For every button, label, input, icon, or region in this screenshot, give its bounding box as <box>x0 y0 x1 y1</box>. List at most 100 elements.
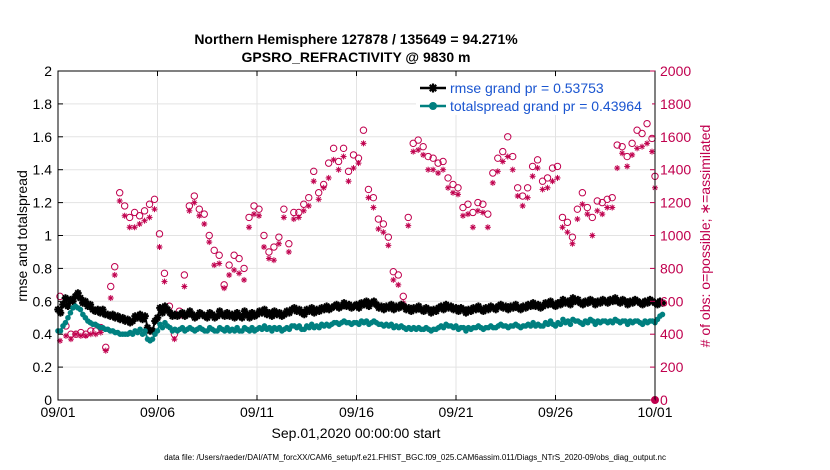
legend-rmse-label: rmse grand pr = 0.53753 <box>450 80 604 96</box>
obs-possible-point <box>643 119 651 128</box>
asterisk-stroke <box>196 213 202 219</box>
asterisk-stroke <box>520 203 526 209</box>
obs-assimilated-point <box>151 206 158 213</box>
asterisk-stroke <box>159 309 166 317</box>
x-axis-label: Sep.01,2020 00:00:00 start <box>272 425 441 441</box>
obs-possible-point <box>399 292 407 301</box>
obs-possible-point <box>245 213 253 222</box>
obs-assimilated-point <box>310 178 317 185</box>
asterisk-stroke <box>221 285 227 291</box>
asterisk-stroke <box>341 154 347 160</box>
asterisk-stroke <box>78 333 84 339</box>
asterisk-stroke <box>356 160 361 166</box>
asterisk-stroke <box>62 294 69 302</box>
asterisk-stroke <box>136 311 144 318</box>
asterisk-stroke <box>450 190 456 196</box>
obs-assimilated-point <box>375 225 382 232</box>
obs-assimilated-point <box>335 166 342 173</box>
obs-assimilated-point <box>569 240 576 247</box>
asterisk-stroke <box>512 301 520 308</box>
asterisk-stroke <box>191 200 197 206</box>
asterisk-stroke <box>594 208 600 214</box>
obs-assimilated-point <box>236 270 243 277</box>
obs-possible-point <box>419 142 427 151</box>
asterisk-stroke <box>574 216 580 222</box>
asterisk-stroke <box>211 262 217 268</box>
obs-assimilated-point <box>275 240 282 247</box>
asterisk-stroke <box>373 301 380 308</box>
y-right-tick-label: 1600 <box>660 129 691 145</box>
obs-assimilated-point <box>584 211 591 218</box>
obs-assimilated-point <box>459 212 466 219</box>
obs-assimilated-point <box>410 148 417 155</box>
asterisk-stroke <box>251 211 257 217</box>
asterisk-stroke <box>530 173 536 179</box>
asterisk-stroke <box>57 309 64 317</box>
obs-possible-point <box>210 246 218 255</box>
obs-possible-point <box>285 240 293 248</box>
obs-possible-point <box>504 133 512 141</box>
asterisk-stroke <box>470 224 476 230</box>
asterisk-stroke <box>81 297 89 305</box>
asterisk-stroke <box>385 242 391 248</box>
obs-assimilated-point <box>265 255 272 262</box>
rmse-point <box>238 313 246 322</box>
obs-assimilated-point <box>599 211 606 218</box>
obs-possible-point <box>150 195 159 204</box>
obs-assimilated-point <box>280 214 287 221</box>
obs-possible-point <box>558 213 567 222</box>
rmse-point <box>158 309 167 317</box>
obs-assimilated-point <box>201 220 208 227</box>
asterisk-stroke <box>540 186 546 192</box>
obs-assimilated-point <box>385 242 392 249</box>
obs-possible-point <box>379 220 388 228</box>
asterisk-stroke <box>74 289 82 297</box>
obs-possible-point <box>608 193 616 202</box>
obs-assimilated-point <box>340 153 347 160</box>
y-tick-label: 0.4 <box>33 326 53 342</box>
obs-possible-point <box>180 271 189 279</box>
asterisk-stroke <box>296 214 302 220</box>
obs-possible-point <box>160 269 169 278</box>
obs-possible-point <box>280 205 288 213</box>
obs-possible-point <box>240 264 248 273</box>
obs-assimilated-point <box>614 165 621 172</box>
obs-possible-point <box>290 208 298 217</box>
asterisk-stroke <box>569 241 575 247</box>
obs-assimilated-point <box>539 186 546 193</box>
asterisk-stroke <box>208 311 216 318</box>
obs-assimilated-point <box>395 281 402 288</box>
obs-assimilated-point <box>231 267 238 274</box>
asterisk-stroke <box>390 277 396 283</box>
obs-assimilated-point <box>67 336 74 343</box>
asterisk-stroke <box>474 302 482 310</box>
obs-possible-point <box>275 233 283 241</box>
asterisk-stroke <box>340 299 348 307</box>
obs-possible-point <box>548 164 557 172</box>
obs-assimilated-point <box>564 229 571 236</box>
obs-assimilated-point <box>469 224 476 231</box>
asterisk-stroke <box>564 297 572 305</box>
asterisk-stroke <box>599 211 605 217</box>
obs-assimilated-point <box>136 220 143 227</box>
obs-possible-point <box>638 129 646 138</box>
asterisk-stroke <box>569 294 577 302</box>
asterisk-stroke <box>505 154 511 160</box>
x-tick-label: 10/01 <box>637 404 672 420</box>
asterisk-stroke <box>555 175 560 181</box>
asterisk-stroke <box>276 241 282 247</box>
obs-possible-point <box>111 263 119 271</box>
obs-possible-point <box>205 231 213 240</box>
totalspread-point <box>77 306 84 313</box>
obs-possible-point <box>543 174 552 182</box>
obs-assimilated-point <box>594 207 601 214</box>
asterisk-stroke <box>649 149 655 155</box>
obs-assimilated-point <box>624 163 631 170</box>
asterisk-stroke <box>611 294 619 302</box>
obs-possible-point <box>107 282 115 291</box>
asterisk-stroke <box>435 170 441 176</box>
y-tick-label: 1.8 <box>33 96 53 112</box>
asterisk-stroke <box>400 302 408 310</box>
asterisk-stroke <box>415 302 423 310</box>
obs-assimilated-point <box>574 216 581 223</box>
